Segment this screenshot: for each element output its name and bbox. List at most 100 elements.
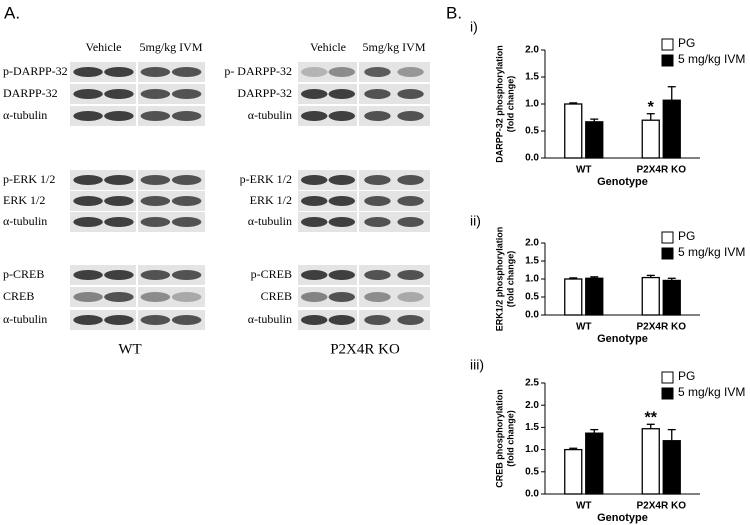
x-axis-label: Genotype <box>597 512 648 524</box>
row-label: p-ERK 1/2 <box>3 172 55 186</box>
blot-band <box>328 196 355 206</box>
row-label: CREB <box>261 289 292 303</box>
blot-band <box>140 89 171 99</box>
y-axis-label: (fold change) <box>505 251 515 308</box>
bar <box>662 99 681 159</box>
blot-band <box>171 315 202 325</box>
y-tick-label: 2.0 <box>525 238 539 249</box>
legend-label: PG <box>678 369 695 383</box>
blot-band <box>397 270 424 280</box>
x-axis-label: Genotype <box>597 333 648 345</box>
x-tick-label: P2X4R KO <box>637 165 687 176</box>
blot-band <box>73 292 103 302</box>
blot-band <box>301 67 328 77</box>
bar <box>585 277 604 316</box>
blot-band <box>364 315 391 325</box>
bar <box>641 276 660 316</box>
blot-band <box>397 292 424 302</box>
legend-swatch <box>661 231 674 244</box>
blot-caption: P2X4R KO <box>330 341 400 357</box>
blot-band <box>364 89 391 99</box>
y-tick-label: 0.5 <box>525 126 539 137</box>
blot-band <box>301 270 328 280</box>
blot-band <box>397 196 424 206</box>
blot-band <box>301 111 328 121</box>
x-tick-label: WT <box>576 165 592 176</box>
y-tick-label: 0.5 <box>525 292 539 303</box>
blot-band <box>328 67 355 77</box>
blot-band <box>140 292 171 302</box>
blot-band <box>397 89 424 99</box>
legend-swatch <box>661 38 674 51</box>
blot-band <box>328 217 355 227</box>
blot-band <box>140 175 171 185</box>
blot-band <box>73 111 103 121</box>
row-label: DARPP-32 <box>3 86 58 100</box>
blot-band <box>73 217 103 227</box>
blot-strip <box>298 170 430 190</box>
legend-swatch <box>661 371 674 384</box>
x-tick-label: WT <box>576 501 592 512</box>
blot-band <box>171 270 202 280</box>
blot-band <box>397 111 424 121</box>
legend-label: 5 mg/kg IVM <box>678 52 745 66</box>
panel-label: i) <box>470 19 478 35</box>
legend-label: PG <box>678 36 695 50</box>
blot-band <box>104 67 134 77</box>
y-tick-label: 1.5 <box>525 72 539 83</box>
panel-label: B. <box>446 3 462 22</box>
y-tick-label: 2.0 <box>525 400 539 411</box>
blot-band <box>104 270 134 280</box>
legend-label: 5 mg/kg IVM <box>678 245 745 259</box>
bar <box>564 103 583 159</box>
blot-band <box>73 89 103 99</box>
blot-band <box>171 89 202 99</box>
row-label: p- DARPP-32 <box>224 64 292 78</box>
column-label: 5mg/kg IVM <box>140 40 203 54</box>
row-label: α-tubulin <box>248 312 292 326</box>
column-label: Vehicle <box>86 40 122 54</box>
blot-band <box>171 217 202 227</box>
bar <box>564 448 583 495</box>
blot-band <box>301 292 328 302</box>
blot-band <box>104 89 134 99</box>
y-tick-label: 1.0 <box>525 444 539 455</box>
blot-strip <box>298 106 430 126</box>
row-label: p-CREB <box>3 267 44 281</box>
legend-swatch <box>661 54 674 67</box>
blot-band <box>73 315 103 325</box>
column-label: Vehicle <box>310 40 346 54</box>
column-label: 5mg/kg IVM <box>363 40 426 54</box>
legend-swatch <box>661 387 674 400</box>
blot-strip <box>298 287 430 307</box>
blot-band <box>328 315 355 325</box>
row-label: ERK 1/2 <box>250 193 292 207</box>
blot-band <box>140 111 171 121</box>
blot-band <box>328 111 355 121</box>
blot-band <box>171 67 202 77</box>
blot-band <box>140 315 171 325</box>
blot-band <box>104 315 134 325</box>
legend-label: 5 mg/kg IVM <box>678 385 745 399</box>
legend-label: PG <box>678 229 695 243</box>
x-tick-label: P2X4R KO <box>637 322 687 333</box>
blot-caption: WT <box>118 341 141 357</box>
row-label: ERK 1/2 <box>3 193 45 207</box>
blot-band <box>104 111 134 121</box>
y-tick-label: 2.5 <box>525 378 539 389</box>
row-label: DARPP-32 <box>237 86 292 100</box>
row-label: α-tubulin <box>248 108 292 122</box>
y-tick-label: 0.0 <box>525 489 539 500</box>
blot-band <box>104 217 134 227</box>
blot-band <box>140 217 171 227</box>
blot-band <box>364 217 391 227</box>
row-label: α-tubulin <box>3 214 47 228</box>
row-label: α-tubulin <box>3 108 47 122</box>
y-tick-label: 1.0 <box>525 274 539 285</box>
blot-band <box>364 67 391 77</box>
row-label: p-DARPP-32 <box>3 64 68 78</box>
bar <box>641 119 660 159</box>
blot-band <box>301 175 328 185</box>
blot-strip <box>298 62 430 82</box>
y-axis-label: (fold change) <box>505 410 515 467</box>
